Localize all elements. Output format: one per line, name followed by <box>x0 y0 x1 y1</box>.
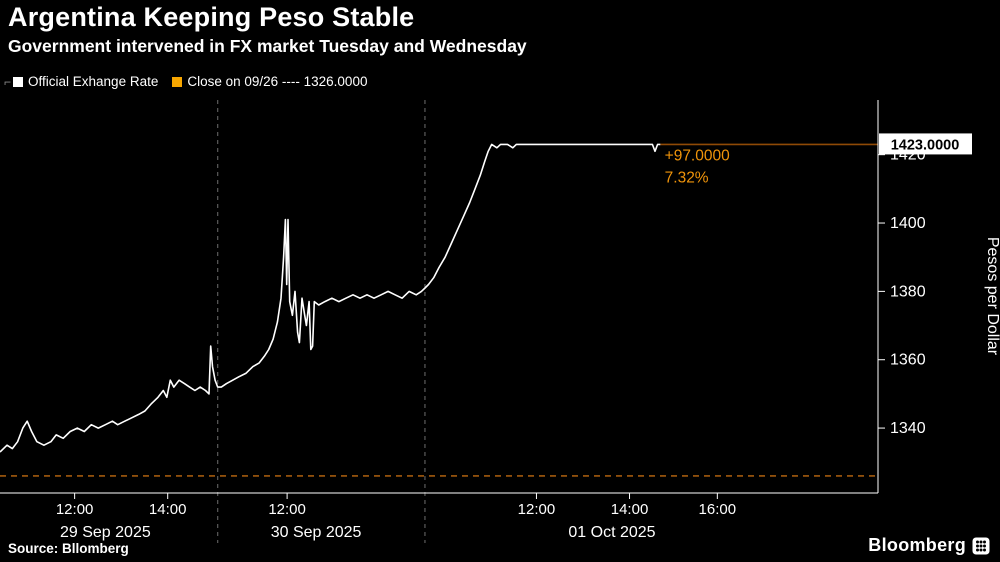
x-day-label: 30 Sep 2025 <box>271 524 362 541</box>
legend-swatch-orange-icon <box>172 76 183 87</box>
legend-item-label: Close on 09/26 ---- 1326.0000 <box>187 74 368 89</box>
page-subtitle: Government intervened in FX market Tuesd… <box>8 36 527 56</box>
y-tick-label: 1340 <box>890 420 926 437</box>
x-tick-label: 14:00 <box>149 501 187 518</box>
y-tick-label: 1400 <box>890 215 926 232</box>
bloomberg-logo-icon <box>972 537 990 554</box>
chart-legend: ⌐ Official Exhange Rate Close on 09/26 -… <box>4 74 381 89</box>
legend-item-official-rate[interactable]: Official Exhange Rate <box>13 74 158 89</box>
x-tick-label: 12:00 <box>56 501 94 518</box>
x-day-label: 29 Sep 2025 <box>60 524 151 541</box>
x-day-label: 01 Oct 2025 <box>568 524 655 541</box>
last-price-label: 1423.0000 <box>891 137 960 153</box>
price-change-annotation: +97.0000 <box>665 147 730 164</box>
bloomberg-wordmark: Bloomberg <box>868 535 966 555</box>
legend-swatch-white-icon <box>13 76 24 87</box>
y-tick-label: 1380 <box>890 283 926 300</box>
x-tick-label: 12:00 <box>268 501 306 518</box>
legend-item-label: Official Exhange Rate <box>28 74 159 89</box>
source-text: Source: Bllomberg <box>8 541 129 556</box>
last-price-label-box <box>879 133 972 155</box>
x-tick-label: 16:00 <box>699 501 737 518</box>
price-change-annotation: 7.32% <box>665 169 709 186</box>
price-line <box>0 143 661 453</box>
y-axis-title: Pesos per Dollar <box>984 237 1000 356</box>
legend-item-close-0926[interactable]: Close on 09/26 ---- 1326.0000 <box>172 74 367 89</box>
y-tick-label: 1360 <box>890 352 926 369</box>
x-tick-label: 14:00 <box>611 501 649 518</box>
page-title: Argentina Keeping Peso Stable <box>8 2 415 32</box>
legend-crosshair-icon: ⌐ <box>4 74 12 89</box>
bloomberg-logo: Bloomberg <box>868 535 990 556</box>
x-tick-label: 12:00 <box>518 501 556 518</box>
